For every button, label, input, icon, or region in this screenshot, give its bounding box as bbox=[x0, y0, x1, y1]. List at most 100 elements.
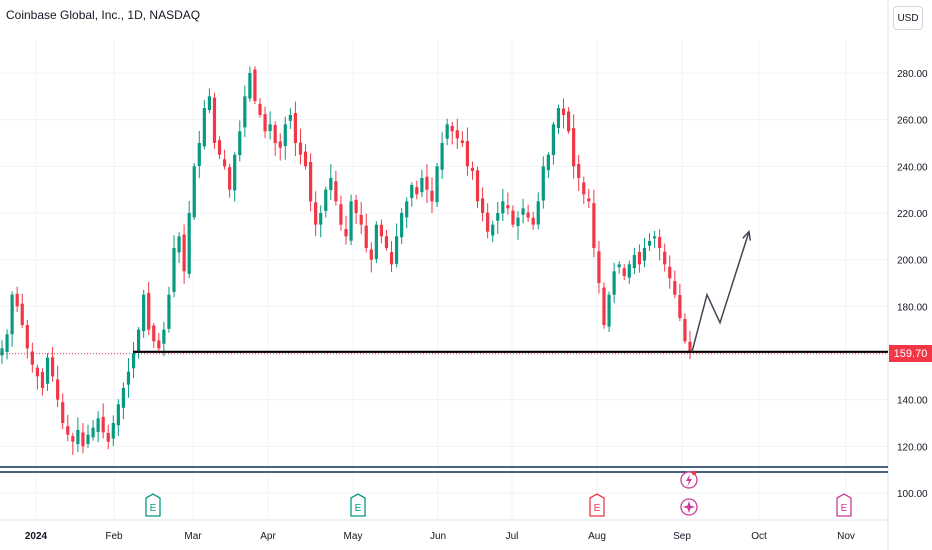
candle-body bbox=[359, 214, 363, 225]
candle-body bbox=[673, 281, 677, 295]
currency-button[interactable]: USD bbox=[893, 6, 923, 30]
y-tick-label: 280.00 bbox=[897, 69, 928, 80]
candle-body bbox=[688, 341, 692, 353]
sparkle-event-icon[interactable] bbox=[680, 498, 698, 516]
candle-body bbox=[536, 201, 540, 225]
candle-body bbox=[126, 371, 131, 385]
earnings-marker[interactable]: E bbox=[145, 493, 161, 517]
candle-body bbox=[394, 236, 399, 264]
x-tick-label: Oct bbox=[751, 531, 767, 542]
candle-body bbox=[602, 287, 606, 325]
candle-body bbox=[612, 271, 616, 295]
candle-body bbox=[329, 178, 333, 190]
lightning-event-icon[interactable] bbox=[680, 470, 698, 489]
y-tick-label: 260.00 bbox=[897, 116, 928, 127]
candle-body bbox=[486, 212, 490, 232]
candle-body bbox=[344, 229, 348, 237]
candle-body bbox=[435, 166, 439, 203]
candle-body bbox=[354, 199, 358, 213]
last-price-label: 159.70 bbox=[889, 345, 932, 362]
candle-body bbox=[222, 159, 227, 167]
candle-body bbox=[445, 124, 449, 139]
candle-body bbox=[172, 248, 176, 292]
x-tick-label: Mar bbox=[184, 531, 202, 542]
candle-body bbox=[5, 334, 9, 352]
candle-body bbox=[50, 357, 55, 377]
x-tick-label: Jul bbox=[506, 531, 519, 542]
candle-body bbox=[91, 427, 95, 438]
candle-body bbox=[450, 126, 454, 132]
x-tick-label: Aug bbox=[588, 531, 606, 542]
candle-body bbox=[157, 340, 161, 349]
candle-body bbox=[374, 224, 378, 260]
projection-arrowhead bbox=[742, 230, 752, 241]
candle-body bbox=[303, 151, 308, 167]
candle-body bbox=[81, 432, 85, 447]
candle-body bbox=[0, 348, 4, 356]
x-tick-label: Jun bbox=[430, 531, 446, 542]
candle-body bbox=[187, 213, 191, 274]
candle-body bbox=[389, 252, 394, 265]
candle-body bbox=[106, 432, 110, 442]
earnings-marker[interactable]: E bbox=[836, 493, 852, 517]
y-tick-label: 220.00 bbox=[897, 209, 928, 220]
candle-body bbox=[152, 325, 156, 342]
candle-body bbox=[364, 225, 368, 248]
x-tick-label: Apr bbox=[260, 531, 276, 542]
candle-body bbox=[142, 294, 146, 331]
candle-body bbox=[131, 353, 136, 369]
candle-body bbox=[192, 166, 196, 218]
candle-body bbox=[76, 430, 80, 445]
candle-body bbox=[61, 402, 65, 423]
earnings-marker[interactable]: E bbox=[350, 493, 366, 517]
candle-body bbox=[379, 224, 384, 237]
candle-body bbox=[288, 115, 292, 121]
candle-body bbox=[405, 201, 409, 218]
candle-body bbox=[253, 69, 257, 101]
candle-body bbox=[258, 103, 262, 115]
projection-arrow[interactable] bbox=[691, 231, 750, 353]
candle-body bbox=[116, 404, 120, 426]
candle-body bbox=[86, 434, 90, 444]
candle-body bbox=[410, 185, 414, 199]
earnings-marker[interactable]: E bbox=[589, 493, 605, 517]
candle-body bbox=[248, 73, 252, 99]
candle-body bbox=[470, 167, 475, 171]
candle-body bbox=[501, 201, 505, 214]
candle-body bbox=[319, 213, 323, 225]
candle-body bbox=[683, 318, 687, 342]
candle-body bbox=[597, 251, 601, 283]
candle-body bbox=[278, 141, 282, 148]
x-tick-label: May bbox=[344, 531, 363, 542]
svg-text:E: E bbox=[150, 503, 157, 514]
candle-body bbox=[217, 140, 222, 155]
candle-body bbox=[177, 236, 181, 253]
candle-body bbox=[334, 181, 338, 202]
chart-title: Coinbase Global, Inc., 1D, NASDAQ bbox=[6, 8, 201, 22]
y-tick-label: 200.00 bbox=[897, 256, 928, 267]
candle-body bbox=[455, 130, 459, 139]
candle-body bbox=[10, 294, 14, 335]
candle-body bbox=[637, 252, 642, 265]
candle-body bbox=[420, 178, 424, 193]
candle-body bbox=[475, 170, 480, 202]
candle-body bbox=[511, 210, 515, 225]
candle-body bbox=[25, 325, 29, 349]
candle-body bbox=[339, 204, 343, 225]
candle-body bbox=[20, 303, 24, 325]
y-tick-label: 180.00 bbox=[897, 302, 928, 313]
x-tick-label: Feb bbox=[105, 531, 123, 542]
candle-body bbox=[228, 167, 232, 190]
candle-body bbox=[121, 388, 126, 408]
candle-body bbox=[566, 111, 571, 132]
candle-body bbox=[167, 294, 171, 329]
candle-body bbox=[496, 213, 500, 221]
candle-body bbox=[45, 357, 50, 384]
candle-body bbox=[243, 96, 247, 128]
candle-body bbox=[632, 255, 636, 269]
candle-body bbox=[577, 163, 581, 178]
candle-body bbox=[526, 212, 530, 218]
candle-body bbox=[607, 294, 611, 327]
candle-body bbox=[268, 124, 272, 131]
